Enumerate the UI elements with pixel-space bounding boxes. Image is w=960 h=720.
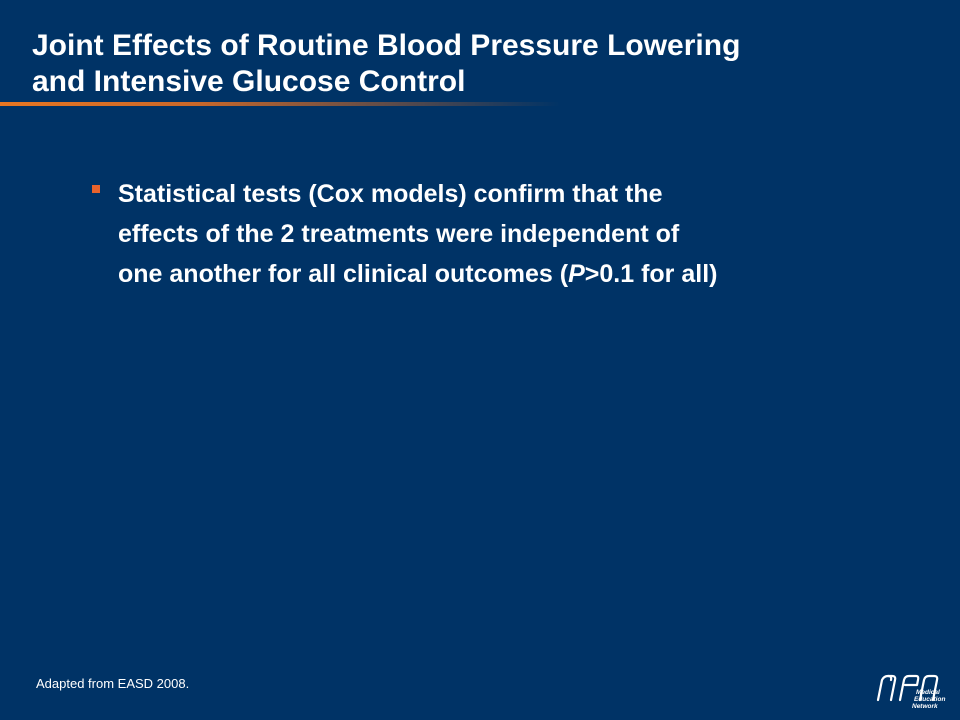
bullet-item: Statistical tests (Cox models) confirm t… — [88, 174, 908, 294]
title-line-1: Joint Effects of Routine Blood Pressure … — [32, 29, 741, 62]
bullet-line-2: effects of the 2 treatments were indepen… — [118, 220, 680, 248]
source-footnote: Adapted from EASD 2008. — [36, 676, 190, 691]
logo-word-education: Education — [914, 696, 945, 703]
square-bullet-icon — [92, 185, 100, 193]
bullet-line-3-suffix: >0.1 for all) — [584, 260, 718, 288]
title-line-2: and Intensive Glucose Control — [32, 65, 466, 98]
logo-word-network: Network — [912, 703, 938, 710]
mem-logo-icon: Medical Education Network — [876, 674, 945, 710]
title-underline — [0, 102, 560, 106]
logo-word-medical: Medical — [916, 689, 940, 696]
bullet-line-3-prefix: one another for all clinical outcomes ( — [118, 260, 569, 288]
p-value-symbol: P — [568, 260, 585, 288]
bullet-line-1: Statistical tests (Cox models) confirm t… — [118, 180, 663, 208]
bullet-line-3: one another for all clinical outcomes (P… — [118, 254, 908, 294]
slide-title: Joint Effects of Routine Blood Pressure … — [32, 28, 932, 100]
bullet-list: Statistical tests (Cox models) confirm t… — [88, 174, 908, 294]
